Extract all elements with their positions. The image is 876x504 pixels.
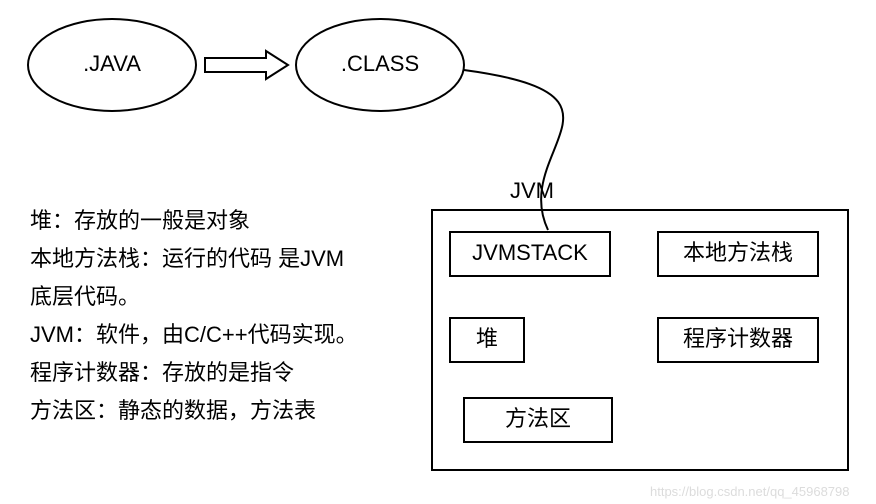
notes-block: 堆：存放的一般是对象本地方法栈：运行的代码 是JVM 底层代码。 JVM：软件，由C… (30, 208, 358, 423)
jvm-inner-native-stack-label: 本地方法栈 (683, 240, 793, 265)
note-line: 底层代码。 (30, 284, 140, 309)
note-line: 本地方法栈：运行的代码 是JVM (30, 246, 344, 271)
jvm-title: JVM (510, 178, 554, 203)
jvm-inner-group: JVMSTACK 本地方法栈堆 程序计数器方法区 (450, 232, 818, 442)
node-java: .JAVA (28, 19, 196, 111)
connector-class-to-jvm (464, 70, 563, 230)
node-class: .CLASS (296, 19, 464, 111)
jvm-inner-heap-label: 堆 (476, 326, 498, 351)
note-line: 堆：存放的一般是对象 (30, 208, 250, 233)
jvm-inner-jvmstack-label: JVMSTACK (472, 240, 588, 265)
note-line: 程序计数器：存放的是指令 (30, 360, 294, 385)
watermark-text: https://blog.csdn.net/qq_45968798 (650, 484, 850, 499)
node-java-label: .JAVA (83, 51, 141, 76)
jvm-inner-method-area-label: 方法区 (505, 406, 571, 431)
note-line: JVM：软件，由C/C++代码实现。 (30, 322, 358, 347)
jvm-inner-pc-label: 程序计数器 (683, 326, 793, 351)
node-class-label: .CLASS (341, 51, 419, 76)
arrow-java-to-class (205, 51, 288, 79)
note-line: 方法区：静态的数据，方法表 (30, 398, 316, 423)
